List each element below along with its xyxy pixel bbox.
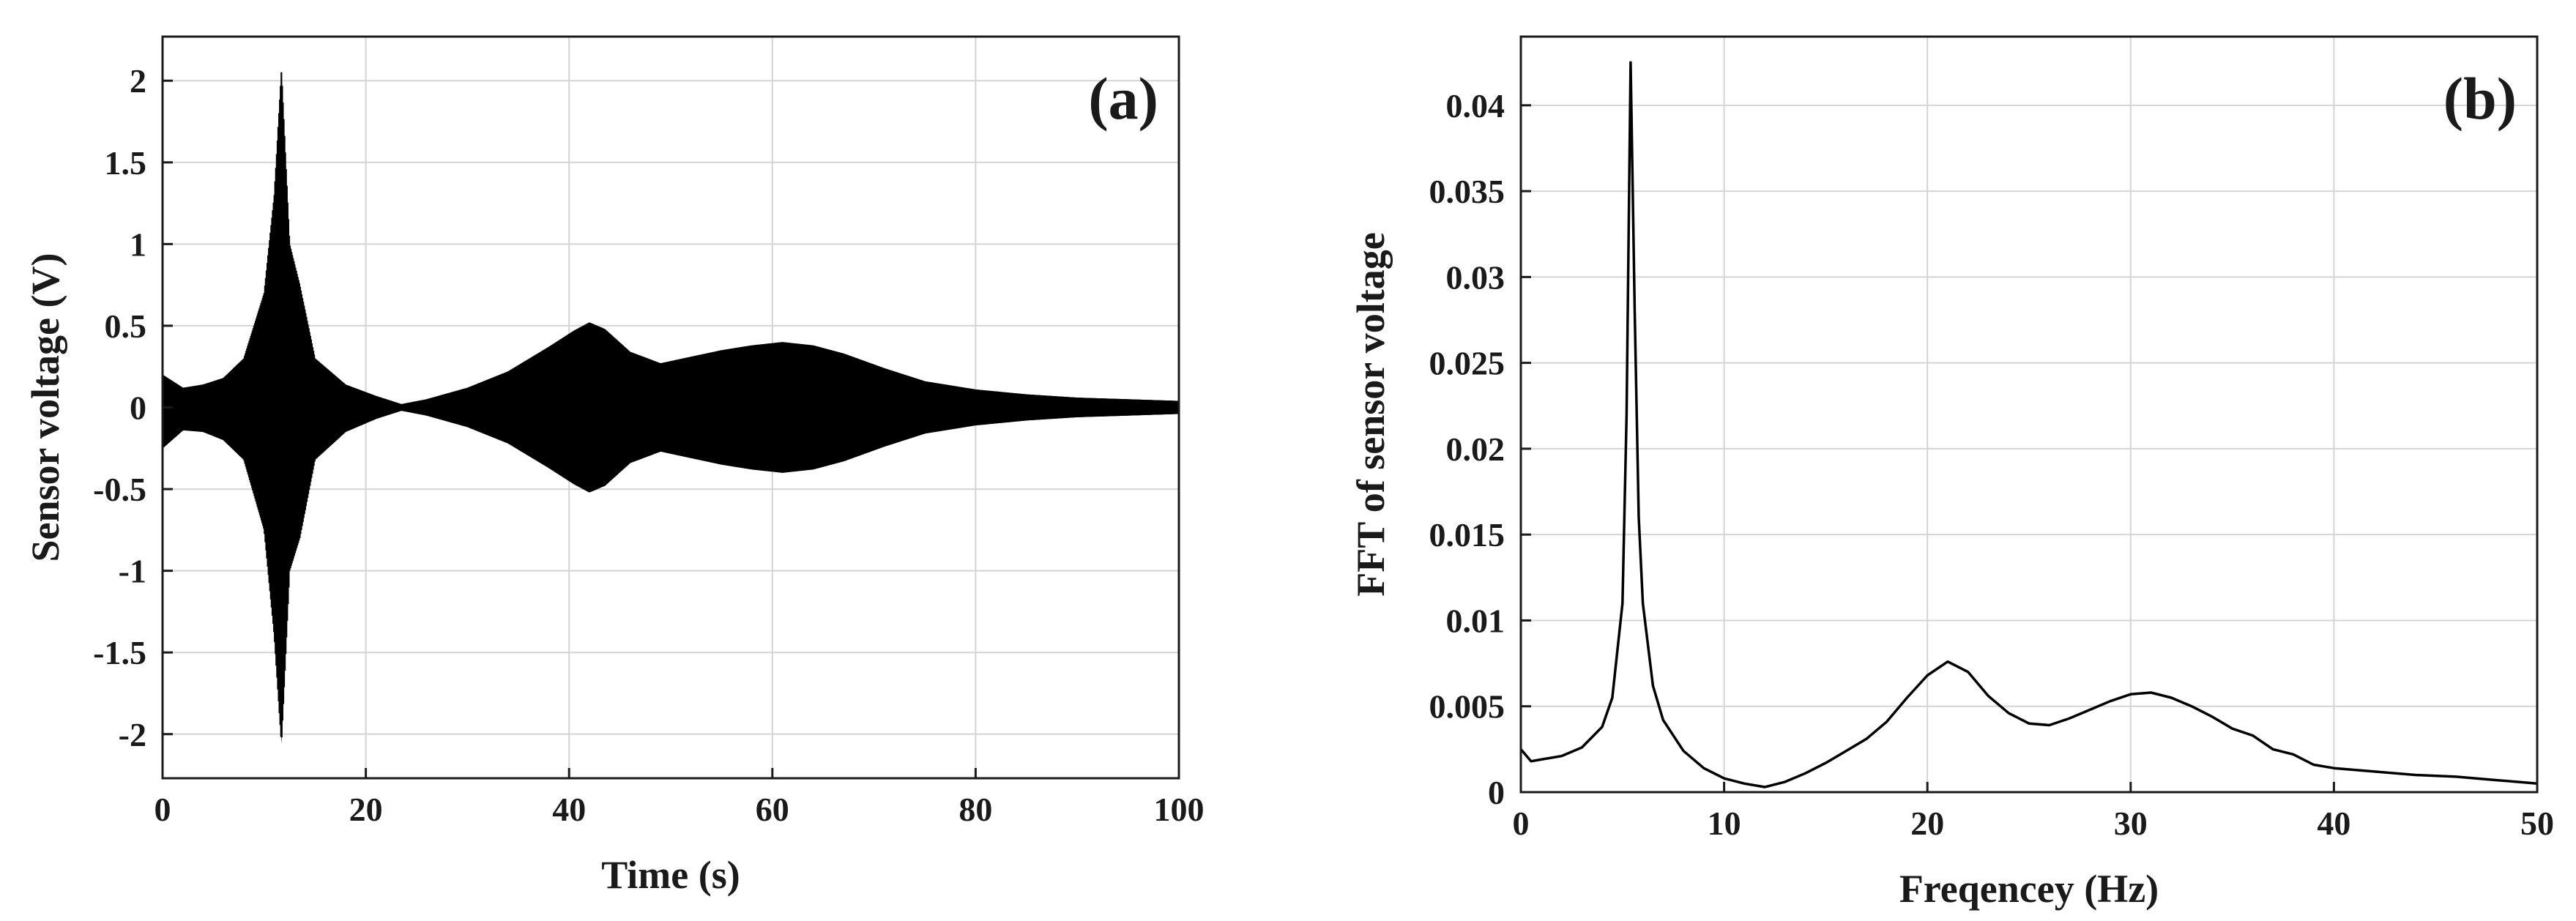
chart-panel-a: 0 20 40 60 80 100 2 1.5 1 0.5 0 -0.5 -1 -1.5 -2 (a) Ti… bbox=[23, 35, 1205, 897]
series-line-b bbox=[1519, 61, 2538, 788]
x-tick-label-b-3: 30 bbox=[2114, 805, 2148, 842]
x-tick-label-b-2: 20 bbox=[1910, 805, 1944, 842]
x-tick-label-b-0: 0 bbox=[1513, 805, 1530, 842]
y-tick-label-b-5: 0.015 bbox=[1429, 516, 1505, 553]
x-axis-label-a: Time (s) bbox=[601, 853, 740, 897]
fft-trace-b bbox=[1519, 61, 2538, 788]
grid-b bbox=[1521, 37, 2537, 792]
x-tick-label-a-2: 40 bbox=[552, 791, 586, 828]
x-tick-label-a-0: 0 bbox=[155, 791, 171, 828]
signal-trace-a bbox=[161, 70, 1180, 745]
y-axis-label-a: Sensor voltage (V) bbox=[23, 253, 67, 562]
y-tick-label-b-3: 0.025 bbox=[1429, 345, 1505, 382]
y-tick-label-a-8: -2 bbox=[119, 716, 146, 753]
y-tick-label-b-8: 0 bbox=[1488, 774, 1505, 811]
x-tick-label-a-1: 20 bbox=[349, 791, 383, 828]
x-tick-label-b-5: 50 bbox=[2520, 805, 2554, 842]
chart-panel-b: 0 10 20 30 40 50 0.04 0.035 0.03 0.025 0.02 0.015 0.… bbox=[1349, 35, 2555, 911]
x-tick-label-b-1: 10 bbox=[1708, 805, 1741, 842]
panel-label-b: (b) bbox=[2443, 65, 2517, 132]
x-axis-label-b: Freqencey (Hz) bbox=[1899, 867, 2159, 911]
y-tick-label-a-6: -1 bbox=[119, 553, 146, 590]
x-tick-label-a-5: 100 bbox=[1154, 791, 1205, 828]
y-tick-label-a-1: 1.5 bbox=[105, 144, 147, 182]
x-tick-label-a-4: 80 bbox=[958, 791, 992, 828]
y-tick-label-a-4: 0 bbox=[130, 389, 146, 427]
y-tick-label-b-1: 0.035 bbox=[1429, 173, 1505, 210]
plot-frame-b bbox=[1519, 35, 2539, 794]
ticks-b: 0 10 20 30 40 50 0.04 0.035 0.03 0.025 0.02 0.015 0.… bbox=[1429, 87, 2555, 842]
y-tick-label-b-4: 0.02 bbox=[1446, 430, 1505, 468]
y-tick-label-a-7: -1.5 bbox=[93, 634, 146, 671]
series-envelope-a bbox=[163, 70, 1179, 745]
y-tick-label-b-6: 0.01 bbox=[1446, 602, 1505, 639]
y-tick-label-a-3: 0.5 bbox=[105, 307, 147, 345]
y-tick-label-b-0: 0.04 bbox=[1446, 87, 1505, 124]
x-tick-label-a-3: 60 bbox=[756, 791, 789, 828]
x-tick-label-b-4: 40 bbox=[2317, 805, 2350, 842]
ticks-a: 0 20 40 60 80 100 2 1.5 1 0.5 0 -0.5 -1 -1.5 -2 bbox=[93, 62, 1204, 828]
y-tick-label-a-0: 2 bbox=[130, 62, 146, 100]
y-tick-label-b-2: 0.03 bbox=[1446, 258, 1505, 296]
y-tick-label-a-2: 1 bbox=[130, 225, 146, 263]
y-axis-label-b: FFT of sensor voltage bbox=[1349, 232, 1393, 596]
y-tick-label-a-5: -0.5 bbox=[93, 471, 146, 508]
panel-label-a: (a) bbox=[1088, 65, 1158, 132]
y-tick-label-b-7: 0.005 bbox=[1429, 688, 1505, 726]
